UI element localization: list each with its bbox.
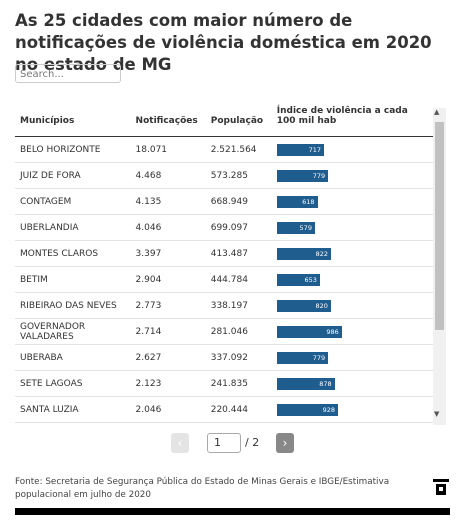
table-row: UBERLANDIA 4.046 699.097 579 [15,214,433,241]
cell: 2.714 [130,318,206,345]
cell: BETIM [15,266,131,293]
column-header: Municípios [15,100,131,137]
bar-label: 779 [312,353,326,362]
table-wrap: Municípios Notificações População Índice de… [15,100,433,425]
header-row: Municípios Notificações População Índice de… [15,100,433,137]
bar: 618 [276,195,318,208]
bar-cell: 618 [271,188,433,215]
title: As 25 cidades com maior número de notifi… [15,11,432,74]
bar: 822 [276,247,332,260]
cell: 444.784 [205,266,272,293]
bar-label: 579 [299,223,312,232]
bar-cell: 779 [271,162,433,189]
bar: 579 [276,221,315,234]
cell: 2.123 [130,370,206,397]
bar-label: 986 [326,327,339,336]
cell: 2.521.564 [205,136,272,163]
cell: 220.444 [205,396,272,423]
bar-label: 653 [304,275,317,284]
cell: GOVERNADOR VALADARES [15,318,131,345]
bar-cell: 822 [271,240,433,267]
cell: BELO HORIZONTE [15,136,131,163]
cell: RIBEIRAO DAS NEVES [15,292,131,319]
cell: 2.046 [130,396,206,423]
table-row: MONTES CLAROS 3.397 413.487 822 [15,240,433,267]
search-box[interactable]: Search... [15,64,121,83]
footer-bar [15,508,450,515]
table-row: JUIZ DE FORA 4.468 573.285 779 [15,162,433,189]
table-row: BETIM 2.904 444.784 653 [15,266,433,293]
cell: 4.046 [130,214,206,241]
bar: 779 [276,169,329,182]
bar: 878 [276,377,335,390]
table-row: RIBEIRAO DAS NEVES 2.773 338.197 820 [15,292,433,319]
table-row: CONTAGEM 4.135 668.949 618 [15,188,433,215]
bar: 653 [276,273,320,286]
bar: 779 [276,351,329,364]
logo [433,479,449,495]
bar-label: 618 [302,197,315,206]
table: Municípios Notificações População Índice de… [15,100,433,423]
cell: SETE LAGOAS [15,370,131,397]
bar-cell: 820 [271,292,433,319]
table-row: SANTA LUZIA 2.046 220.444 928 [15,396,433,423]
cell: 241.835 [205,370,272,397]
cell: 337.092 [205,344,272,371]
table-row: GOVERNADOR VALADARES 2.714 281.046 986 [15,318,433,345]
cell: 2.627 [130,344,206,371]
cell: MONTES CLAROS [15,240,131,267]
cell: 573.285 [205,162,272,189]
bar: 717 [276,143,325,156]
bar-label: 779 [312,171,326,180]
cell: 4.135 [130,188,206,215]
cell: 699.097 [205,214,272,241]
cell: SANTA LUZIA [15,396,131,423]
cell: 668.949 [205,188,272,215]
scroll-up[interactable]: ▲ [434,108,440,116]
table-row: BELO HORIZONTE 18.071 2.521.564 717 [15,136,433,163]
page-total: / 2 [245,436,260,449]
bar: 928 [276,403,338,416]
cell: CONTAGEM [15,188,131,215]
source-note: Fonte: Secretaria de Segurança Pública d… [15,477,390,500]
cell: 4.468 [130,162,206,189]
prev-button[interactable]: ‹ [171,433,189,453]
next-button[interactable]: › [276,433,294,453]
column-header: Índice de violência a cada 100 mil hab [271,100,433,137]
bar-label: 820 [315,301,328,310]
bar-cell: 717 [271,136,433,163]
cell: JUIZ DE FORA [15,162,131,189]
bar-cell: 986 [271,318,433,345]
cell: 281.046 [205,318,272,345]
cell: 3.397 [130,240,206,267]
bar-cell: 878 [271,370,433,397]
scroll-down[interactable]: ▼ [434,410,440,418]
cell: 413.487 [205,240,272,267]
cell: 2.904 [130,266,206,293]
column-header: Notificações [130,100,206,137]
column-header: População [205,100,272,137]
cell: UBERLANDIA [15,214,131,241]
table-body: BELO HORIZONTE 18.071 2.521.564 717 JUIZ DE … [15,136,433,423]
bar-label: 717 [308,145,322,154]
page-input[interactable]: 1 [207,433,241,453]
cell: 338.197 [205,292,272,319]
cell: 18.071 [130,136,206,163]
cell: 2.773 [130,292,206,319]
bar-cell: 928 [271,396,433,423]
bar-label: 878 [319,379,332,388]
table-row: UBERABA 2.627 337.092 779 [15,344,433,371]
table-row: SETE LAGOAS 2.123 241.835 878 [15,370,433,397]
bar: 820 [276,299,331,312]
bar-cell: 779 [271,344,433,371]
bar: 986 [276,325,342,338]
bar-cell: 579 [271,214,433,241]
bar-cell: 653 [271,266,433,293]
bar-label: 822 [315,249,329,258]
cell: UBERABA [15,344,131,371]
scroll-thumb[interactable] [435,122,444,330]
bar-label: 928 [322,405,335,414]
